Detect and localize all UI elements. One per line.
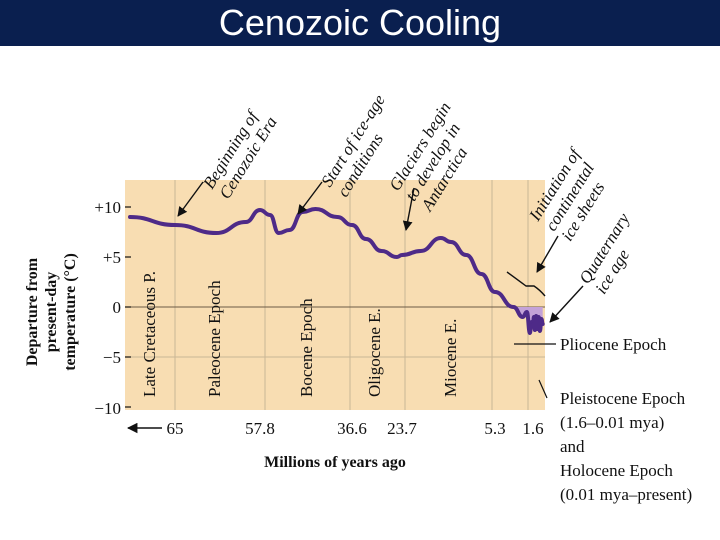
data-point-11: [350, 223, 354, 227]
epoch-label-late-cretaceous: Late Cretaceous P.: [140, 271, 159, 397]
data-point-8: [301, 210, 304, 214]
data-point-14: [395, 255, 399, 259]
epoch-label-oligocene: Oligocene E.: [365, 308, 384, 397]
data-point-3: [244, 220, 248, 224]
data-point-18: [449, 240, 453, 244]
pleistocene-range: (1.6–0.01 mya): [560, 413, 664, 432]
y-tick-label: −10: [94, 399, 121, 418]
x-tick-label: 23.7: [387, 419, 417, 438]
arrow-ice-age: [297, 181, 323, 215]
y-axis-title-line-3: temperature (°C): [62, 253, 79, 371]
y-tick-label: +10: [94, 198, 121, 217]
arrow-quaternary: [549, 285, 584, 323]
data-point-32: [537, 315, 541, 319]
data-point-29: [533, 328, 537, 332]
and-label: and: [560, 437, 585, 456]
epoch-label-eocene: Bocene Epoch: [297, 298, 316, 397]
title-bar: [0, 0, 720, 46]
y-axis-title-line-1: Departure from: [24, 257, 41, 366]
bracket-continental: [506, 271, 546, 297]
data-point-20: [479, 272, 483, 276]
data-point-25: [528, 331, 532, 335]
data-point-21: [493, 290, 497, 294]
data-point-16: [419, 249, 423, 253]
data-point-13: [380, 249, 383, 253]
data-point-6: [277, 231, 281, 235]
data-point-24: [525, 310, 529, 314]
data-point-9: [314, 207, 317, 211]
x-tick-label: 5.3: [484, 419, 505, 438]
x-tick-label: 36.6: [337, 419, 367, 438]
holocene-label: Holocene Epoch: [560, 461, 673, 480]
data-point-22: [512, 305, 515, 309]
arrow-antarctica: [402, 187, 415, 231]
data-point-19: [464, 253, 468, 257]
plot-background: [125, 180, 545, 410]
epoch-label-paleocene: Paleocene Epoch: [205, 280, 224, 397]
x-tick-label: 1.6: [522, 419, 543, 438]
data-point-17: [439, 236, 443, 240]
pliocene-label: Pliocene Epoch: [560, 335, 667, 354]
y-tick-label: −5: [103, 348, 121, 367]
holocene-range: (0.01 mya–present): [560, 485, 692, 504]
arrow-cenozoic: [177, 181, 204, 217]
data-points: [128, 207, 545, 335]
gridlines: [125, 180, 545, 410]
data-point-12: [364, 237, 368, 241]
data-point-23: [521, 315, 525, 319]
data-point-27: [531, 322, 535, 326]
x-tick-label: 57.8: [245, 419, 275, 438]
x-tick-label: 65: [167, 419, 184, 438]
data-point-5: [268, 213, 272, 217]
y-tick-label: +5: [103, 248, 121, 267]
y-axis-title-line-2: present-day: [43, 272, 60, 353]
data-point-7: [288, 228, 291, 232]
data-point-35: [541, 322, 545, 326]
data-point-4: [258, 208, 262, 212]
data-point-31: [535, 327, 539, 331]
data-point-1: [173, 223, 177, 227]
data-point-2: [214, 231, 218, 235]
data-point-33: [538, 329, 542, 333]
arrow-continental: [536, 235, 559, 273]
y-tick-label: 0: [113, 298, 122, 317]
x-axis-title: Millions of years ago: [264, 454, 406, 471]
slide-title: Cenozoic Cooling: [218, 2, 502, 43]
data-point-15: [400, 253, 404, 257]
pleistocene-label: Pleistocene Epoch: [560, 389, 686, 408]
epoch-label-miocene: Miocene E.: [441, 319, 460, 397]
data-point-34: [539, 317, 543, 321]
data-point-0: [128, 215, 132, 219]
data-point-30: [534, 314, 538, 318]
y-tick-marks: [125, 206, 131, 408]
data-point-10: [335, 215, 339, 219]
pleistocene-leader: [538, 379, 548, 399]
